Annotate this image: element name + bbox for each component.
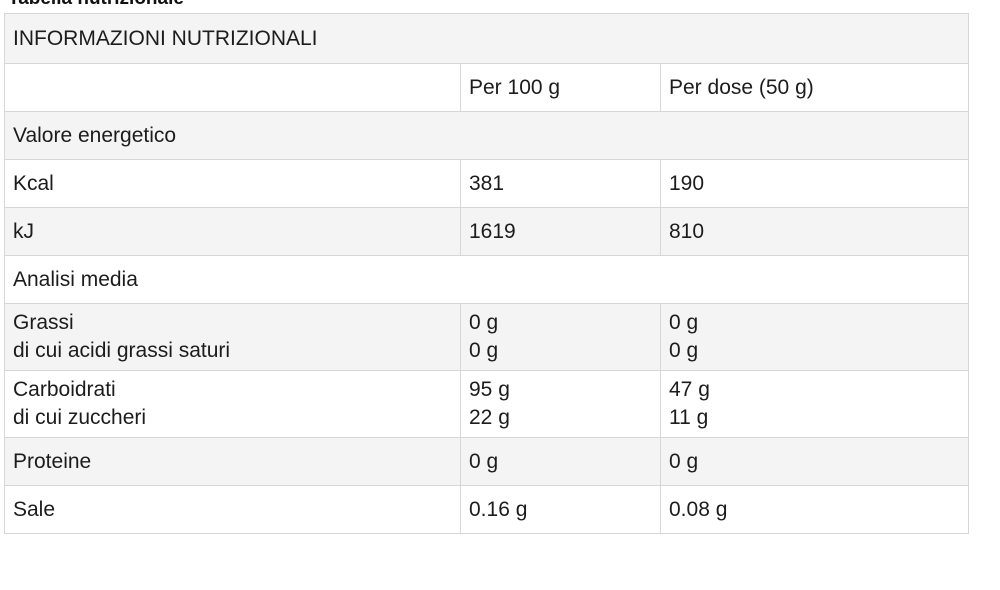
row-per-dose: 47 g: [669, 378, 710, 401]
row-label: Grassi: [13, 311, 74, 334]
table-row-kcal: Kcal 381 190: [4, 159, 970, 208]
table-row-salt: Sale 0.16 g 0.08 g: [4, 485, 970, 534]
row-per-100g-sub: 0 g: [469, 339, 499, 362]
row-per-dose-sub: 11 g: [669, 406, 709, 429]
row-sublabel: di cui acidi grassi saturi: [13, 339, 231, 362]
row-per-100g: 381: [460, 159, 661, 208]
section-energy: Valore energetico: [3, 111, 970, 160]
row-per-dose-cell: 0 g 0 g: [659, 303, 970, 371]
row-per-100g-sub: 22 g: [469, 406, 510, 429]
column-header-row: Per 100 g Per dose (50 g): [4, 63, 970, 112]
row-per-100g: 95 g: [469, 378, 510, 401]
row-label-cell: Grassi di cui acidi grassi saturi: [4, 303, 461, 371]
row-label: Sale: [4, 485, 461, 534]
row-per-100g-cell: 0 g 0 g: [460, 303, 661, 371]
header-blank: [4, 63, 461, 112]
row-per-dose-sub: 0 g: [669, 339, 699, 362]
row-per-100g: 1619: [460, 207, 661, 256]
table-title-row: INFORMAZIONI NUTRIZIONALI: [3, 13, 970, 64]
table-row-carbs: Carboidrati di cui zuccheri 95 g 22 g 47…: [4, 370, 970, 438]
row-sublabel: di cui zuccheri: [13, 406, 147, 429]
row-per-100g: 0.16 g: [460, 485, 661, 534]
section-energy-row: Valore energetico: [3, 111, 970, 160]
nutrition-table: INFORMAZIONI NUTRIZIONALI Per 100 g Per …: [3, 13, 970, 534]
row-per-dose: 190: [659, 159, 970, 208]
header-per-100g: Per 100 g: [460, 63, 661, 112]
row-label: Carboidrati: [13, 378, 116, 401]
row-label-cell: Carboidrati di cui zuccheri: [4, 370, 461, 438]
row-per-dose: 0.08 g: [659, 485, 970, 534]
row-per-dose: 0 g: [659, 437, 970, 486]
section-analysis: Analisi media: [3, 255, 970, 304]
row-label: Proteine: [4, 437, 461, 486]
header-per-dose: Per dose (50 g): [659, 63, 970, 112]
row-per-dose: 0 g: [669, 311, 699, 334]
table-row-fat: Grassi di cui acidi grassi saturi 0 g 0 …: [4, 303, 970, 371]
section-analysis-row: Analisi media: [3, 255, 970, 304]
row-label: Kcal: [4, 159, 461, 208]
table-title: INFORMAZIONI NUTRIZIONALI: [3, 13, 970, 64]
row-per-dose-cell: 47 g 11 g: [659, 370, 970, 438]
row-per-100g-cell: 95 g 22 g: [460, 370, 661, 438]
row-per-100g: 0 g: [469, 311, 499, 334]
table-caption: Tabella nutrizionale: [8, 0, 184, 9]
row-per-100g: 0 g: [460, 437, 661, 486]
row-per-dose: 810: [659, 207, 970, 256]
table-row-kj: kJ 1619 810: [4, 207, 970, 256]
table-row-protein: Proteine 0 g 0 g: [4, 437, 970, 486]
row-label: kJ: [4, 207, 461, 256]
